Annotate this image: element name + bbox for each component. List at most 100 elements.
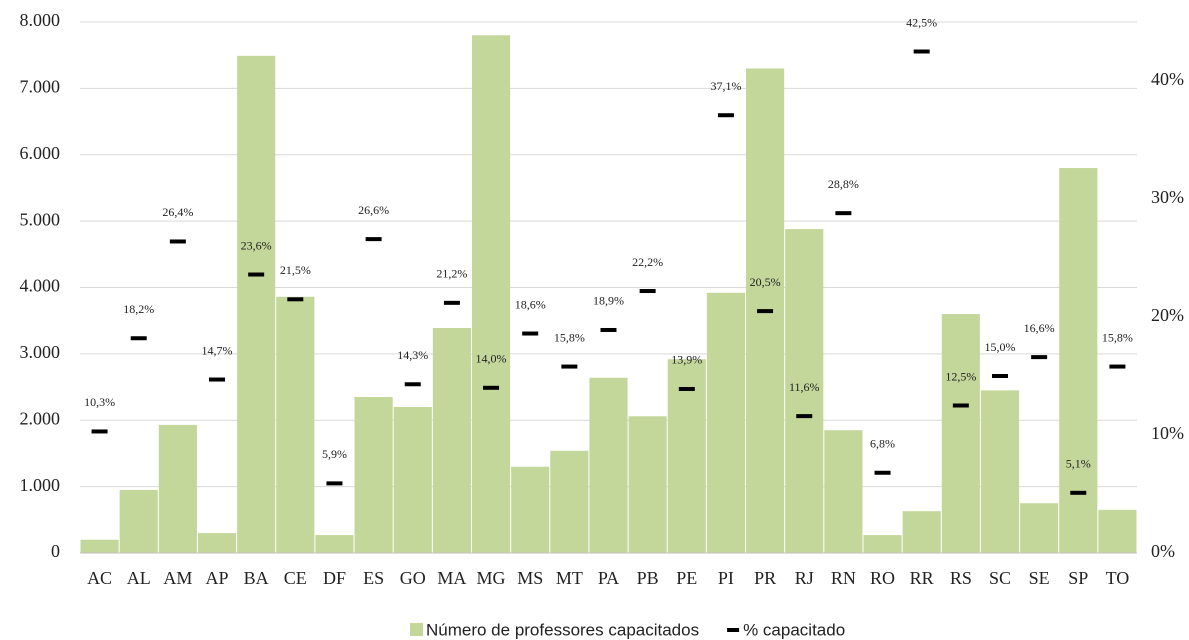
legend-swatch	[727, 628, 740, 632]
x-tick-label: MT	[556, 568, 583, 588]
x-tick-label: PA	[598, 568, 619, 588]
bar	[432, 327, 471, 553]
data-label: 11,6%	[789, 380, 820, 394]
data-label: 15,0%	[984, 340, 1015, 354]
x-tick-label: RR	[910, 568, 934, 588]
legend-label: Número de professores capacitados	[426, 620, 699, 639]
y-tick-label: 4.000	[20, 276, 61, 296]
bar	[471, 35, 511, 553]
x-tick-label: MA	[437, 568, 466, 588]
dash-marker	[91, 429, 108, 434]
dash-marker	[365, 237, 382, 242]
data-label: 12,5%	[945, 369, 976, 383]
data-label: 6,8%	[870, 437, 895, 451]
bar	[550, 450, 589, 553]
data-label: 15,8%	[1102, 330, 1133, 344]
data-label: 15,8%	[554, 330, 585, 344]
x-tick-label: AM	[163, 568, 192, 588]
dash-marker	[952, 403, 969, 408]
dash-marker	[639, 289, 656, 294]
bar	[589, 377, 628, 553]
x-tick-label: AL	[127, 568, 151, 588]
x-tick-label: AP	[206, 568, 229, 588]
data-label: 18,2%	[123, 302, 154, 316]
dash-marker	[248, 272, 265, 277]
bar	[980, 390, 1020, 553]
x-tick-label: SP	[1068, 568, 1088, 588]
dash-marker	[561, 364, 578, 369]
y-tick-label: 0	[51, 541, 60, 561]
dash-marker	[130, 336, 147, 341]
bar	[941, 314, 980, 553]
dash-marker	[1031, 355, 1048, 360]
x-tick-label: AC	[87, 568, 112, 588]
dash-marker	[874, 470, 891, 475]
bar	[237, 55, 276, 553]
data-label: 26,6%	[358, 203, 389, 217]
dash-marker	[796, 414, 813, 419]
data-label: 14,0%	[476, 352, 507, 366]
x-tick-label: PB	[637, 568, 659, 588]
data-label: 21,2%	[436, 267, 467, 281]
dash-marker	[326, 481, 343, 486]
bar	[315, 535, 354, 553]
data-label: 21,5%	[280, 263, 311, 277]
dash-marker	[757, 309, 774, 314]
bar	[863, 535, 902, 553]
y-tick-label: 5.000	[20, 209, 61, 229]
data-label: 37,1%	[710, 79, 741, 93]
y-tick-label: 6.000	[20, 143, 61, 163]
data-label: 28,8%	[828, 177, 859, 191]
dash-marker	[404, 382, 421, 387]
dash-marker	[1070, 490, 1087, 495]
y-tick-label: 1.000	[20, 475, 61, 495]
x-tick-label: MG	[477, 568, 506, 588]
dash-marker	[913, 49, 930, 54]
data-label: 18,6%	[515, 297, 546, 311]
dash-marker	[991, 374, 1008, 378]
legend-swatch	[410, 623, 423, 636]
data-label: 23,6%	[241, 238, 272, 252]
x-tick-label: PR	[754, 568, 776, 588]
data-label: 42,5%	[906, 15, 937, 29]
x-tick-label: GO	[400, 568, 426, 588]
x-tick-label: RO	[870, 568, 895, 588]
x-tick-label: PE	[676, 568, 697, 588]
dash-marker	[522, 331, 539, 336]
y2-tick-label: 10%	[1151, 423, 1184, 443]
data-label: 5,1%	[1066, 457, 1091, 471]
x-tick-label: PI	[718, 568, 734, 588]
x-tick-label: RJ	[795, 568, 814, 588]
bar	[706, 292, 746, 553]
bar	[158, 424, 197, 553]
bar	[824, 430, 863, 553]
data-label: 10,3%	[84, 395, 115, 409]
y-tick-label: 7.000	[20, 77, 61, 97]
data-label: 20,5%	[750, 275, 781, 289]
x-tick-label: RS	[950, 568, 972, 588]
x-tick-label: TO	[1106, 568, 1130, 588]
dash-marker	[483, 385, 500, 390]
y-tick-label: 3.000	[20, 342, 61, 362]
data-label: 16,6%	[1024, 321, 1055, 335]
data-label: 14,3%	[397, 348, 428, 362]
dash-marker	[1109, 364, 1126, 369]
bar	[393, 406, 432, 553]
y2-tick-label: 20%	[1151, 305, 1184, 325]
bar	[628, 416, 667, 553]
data-label: 5,9%	[322, 447, 347, 461]
y-tick-label: 2.000	[20, 408, 61, 428]
data-label: 22,2%	[632, 255, 663, 269]
bar	[1098, 509, 1137, 553]
bar	[785, 229, 824, 553]
bar	[902, 511, 941, 553]
bar	[197, 533, 237, 553]
x-tick-label: BA	[244, 568, 269, 588]
bar	[80, 539, 119, 553]
x-tick-label: SE	[1029, 568, 1050, 588]
data-label: 26,4%	[162, 205, 193, 219]
dash-marker	[169, 239, 186, 244]
data-label: 14,7%	[202, 343, 233, 357]
dash-marker	[835, 211, 852, 216]
